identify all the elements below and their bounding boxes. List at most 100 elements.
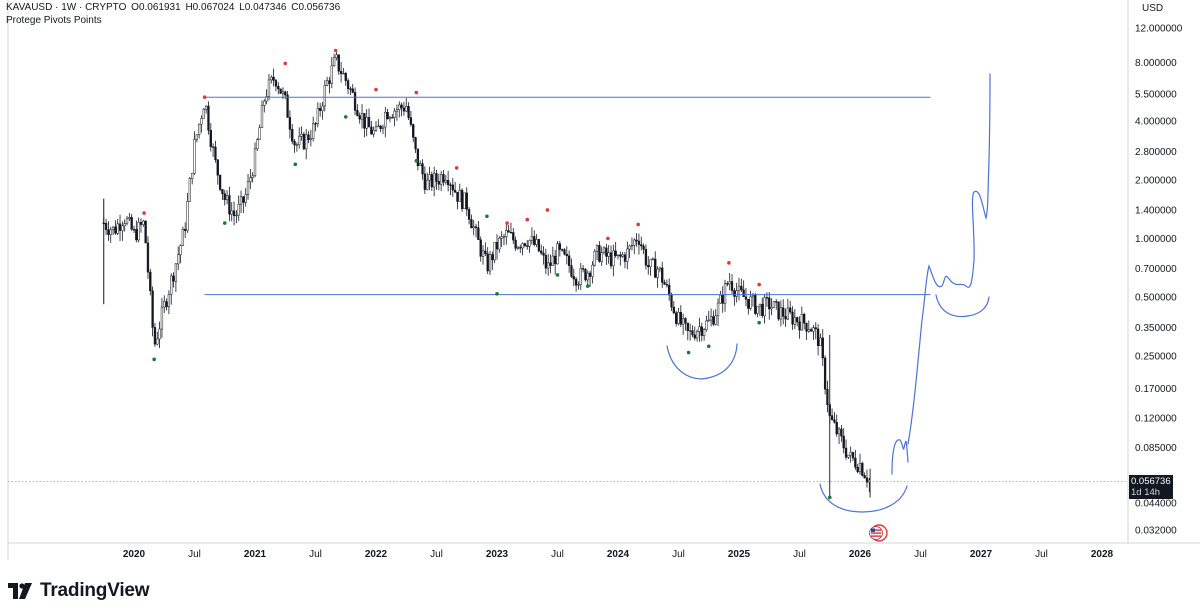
pivot-low-dot [706, 344, 711, 349]
candle-body [281, 91, 285, 94]
candle-body [332, 57, 336, 67]
candle-body [200, 118, 203, 125]
candle-body [793, 317, 796, 325]
candle-body [626, 248, 629, 262]
candle-body [107, 229, 110, 235]
candle-body [430, 174, 433, 188]
candle-body [437, 181, 440, 185]
time-tick-label: 2024 [607, 549, 630, 560]
candle-body [565, 253, 568, 257]
candle-body [784, 316, 787, 320]
pivot-high-dot [757, 282, 761, 287]
pivot-high-dot [727, 261, 731, 265]
candle-body [837, 428, 841, 435]
time-tick-label: Jul [430, 549, 443, 560]
candle-body [688, 330, 692, 332]
candle-body [763, 297, 766, 316]
candle-body [198, 123, 201, 136]
candle-body [167, 294, 171, 308]
freehand-curve [935, 294, 990, 318]
candle-body [204, 105, 208, 110]
candle-body [435, 173, 438, 182]
candle-body [547, 262, 550, 269]
candle-body [761, 303, 764, 316]
candle-body [153, 327, 157, 345]
candle-body [507, 230, 510, 233]
candle-body [665, 284, 669, 286]
candle-body [721, 294, 724, 304]
price-tick-label: 1.000000 [1135, 234, 1177, 245]
pivot-low-dot [414, 159, 419, 163]
candle-body [542, 252, 545, 256]
price-tick-label: 0.044000 [1135, 499, 1177, 510]
candle-body [470, 219, 473, 229]
candle-body [239, 196, 243, 205]
candle-body [444, 180, 447, 183]
candle-body [733, 290, 736, 297]
candle-body [356, 110, 359, 116]
candle-body [477, 227, 480, 240]
candle-body [170, 275, 173, 295]
candle-body [442, 174, 445, 183]
candle-body [258, 127, 261, 140]
candle-body [132, 229, 136, 231]
candle-body [502, 236, 506, 238]
candle-body [156, 338, 159, 345]
candle-body [337, 54, 340, 72]
candle-body [319, 108, 322, 111]
candle-body [570, 265, 573, 277]
candle-body [675, 312, 678, 324]
candle-body [405, 106, 408, 112]
candle-body [521, 243, 524, 249]
candle-body [651, 258, 655, 261]
candle-body [509, 231, 513, 234]
candle-body [423, 173, 427, 190]
open-value: O0.061931 [131, 2, 181, 13]
candle-body [628, 245, 631, 250]
candle-body [484, 250, 487, 254]
candle-body [863, 475, 866, 479]
pivot-high-dot [414, 90, 419, 95]
pivot-high-dot [454, 166, 459, 170]
candle-body [593, 251, 596, 266]
symbol-info: KAVAUSD · 1W · CRYPTO [6, 2, 127, 13]
chart-frame [7, 0, 1200, 560]
candle-body [230, 210, 233, 215]
price-tick-label: 0.120000 [1135, 414, 1177, 425]
candle-body [514, 239, 517, 249]
candle-body [449, 184, 452, 186]
candle-body [488, 254, 492, 272]
time-tick-label: Jul [793, 549, 806, 560]
candle-body [446, 180, 450, 186]
candle-body [528, 240, 531, 247]
candle-body [286, 94, 289, 118]
candle-body [544, 255, 548, 269]
candle-body [702, 329, 706, 336]
candle-body [177, 254, 180, 265]
candle-body [495, 242, 499, 250]
candle-body [130, 217, 133, 230]
candle-body [377, 125, 380, 128]
candle-body [267, 79, 271, 97]
candle-body [416, 148, 420, 167]
candle-body [554, 255, 557, 265]
candle-body [814, 327, 817, 330]
candle-body [116, 223, 119, 234]
candle-body [607, 252, 610, 257]
candle-body [775, 301, 778, 303]
candle-body [121, 225, 124, 231]
candle-body [202, 109, 205, 119]
indicator-label[interactable]: Protege Pivots Points [6, 15, 102, 26]
candle-body [658, 267, 662, 270]
candle-body [486, 253, 489, 272]
candle-body [823, 357, 827, 390]
tradingview-branding[interactable]: TradingView [8, 580, 150, 602]
candle-body [591, 264, 594, 277]
candle-body [279, 88, 282, 94]
candle-body [300, 133, 303, 137]
candle-body [314, 123, 317, 125]
candle-body [265, 96, 268, 102]
candle-body [861, 463, 864, 476]
candle-body [384, 112, 387, 128]
